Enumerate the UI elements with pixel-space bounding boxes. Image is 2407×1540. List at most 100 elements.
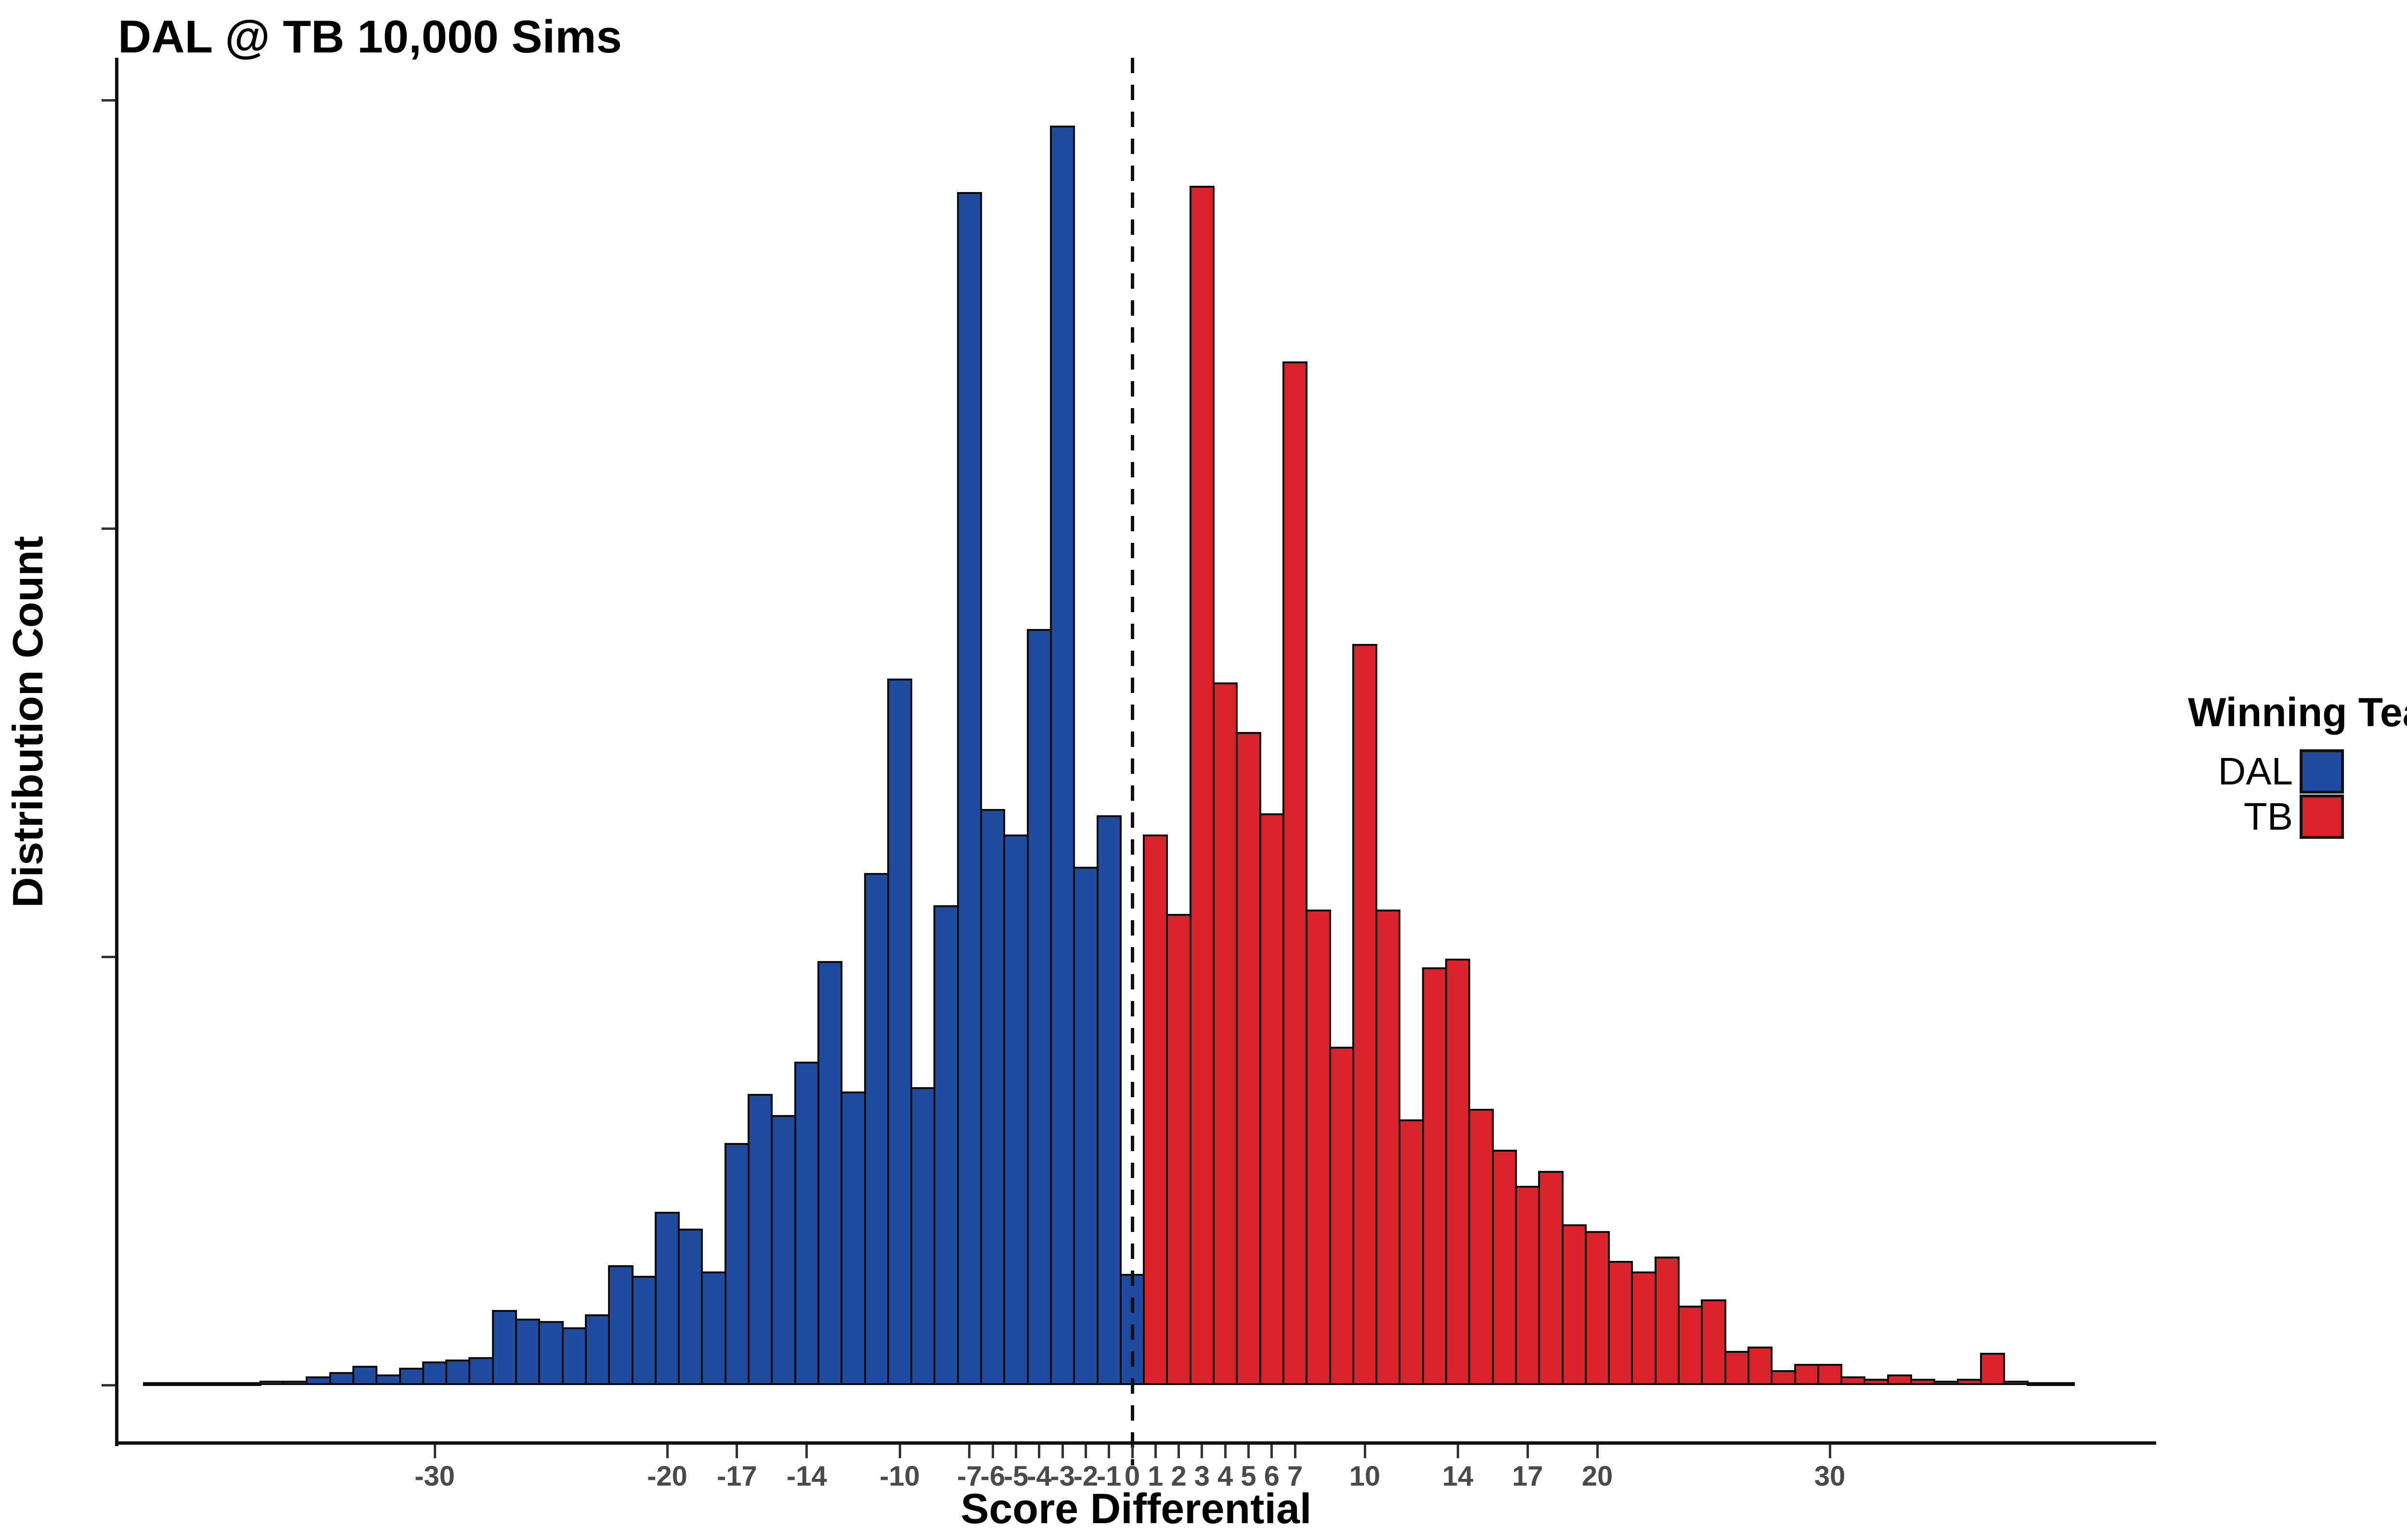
x-tick <box>991 1445 994 1458</box>
bar <box>143 1382 168 1386</box>
bar <box>538 1321 564 1385</box>
bar <box>1049 126 1075 1385</box>
bar <box>1143 834 1168 1385</box>
bar <box>1282 361 1308 1385</box>
legend-item-tb: TB <box>2188 795 2407 839</box>
bar <box>1794 1363 1819 1385</box>
x-tick <box>433 1445 436 1458</box>
bar <box>1654 1257 1680 1385</box>
x-tick <box>736 1445 738 1458</box>
bar <box>2003 1381 2029 1385</box>
bar <box>1561 1224 1587 1385</box>
x-tick-label: -10 <box>880 1461 920 1492</box>
bar <box>1096 815 1122 1385</box>
x-tick-label: 20 <box>1581 1461 1613 1492</box>
bar <box>1910 1378 1936 1385</box>
bar <box>678 1229 703 1385</box>
bar <box>1236 732 1261 1385</box>
bar <box>492 1310 518 1385</box>
bar <box>2049 1382 2075 1386</box>
bar <box>1259 813 1284 1385</box>
x-tick-label: -6 <box>980 1461 1005 1492</box>
x-tick <box>1294 1445 1296 1458</box>
x-tick-label: -17 <box>716 1461 757 1492</box>
legend-swatch-dal <box>2300 749 2344 794</box>
bar <box>1840 1376 1866 1385</box>
bar <box>1073 867 1099 1385</box>
bar <box>375 1374 401 1385</box>
x-tick <box>1526 1445 1529 1458</box>
x-tick-label: -20 <box>647 1461 687 1492</box>
x-tick-label: -7 <box>957 1461 982 1492</box>
bar <box>445 1359 471 1385</box>
bar <box>631 1276 657 1385</box>
bar <box>1956 1378 1982 1385</box>
x-axis-title: Score Differential <box>960 1485 1312 1532</box>
legend-item-dal: DAL <box>2188 749 2407 794</box>
bar <box>189 1382 215 1386</box>
bar <box>1724 1350 1749 1385</box>
bar <box>1608 1260 1633 1385</box>
bar <box>654 1211 680 1385</box>
x-tick <box>1131 1445 1134 1458</box>
x-tick-label: -2 <box>1073 1461 1099 1492</box>
bar <box>1468 1108 1494 1385</box>
x-tick <box>1270 1445 1273 1458</box>
bar <box>236 1382 261 1386</box>
bar <box>422 1361 448 1385</box>
bar <box>1678 1306 1703 1385</box>
legend-title: Winning Team <box>2188 690 2407 735</box>
x-tick-label: -30 <box>414 1461 455 1492</box>
bar <box>864 873 889 1385</box>
chart-title: DAL @ TB 10,000 Sims <box>118 11 622 63</box>
x-tick-label: 3 <box>1194 1461 1210 1492</box>
bar <box>213 1382 238 1386</box>
x-tick <box>898 1445 901 1458</box>
bar <box>608 1265 634 1385</box>
bar <box>1701 1299 1726 1385</box>
x-tick <box>805 1445 808 1458</box>
bar <box>1003 834 1029 1385</box>
bar <box>910 1087 936 1385</box>
x-tick <box>1363 1445 1366 1458</box>
legend-label-dal: DAL <box>2218 750 2293 793</box>
x-tick <box>1061 1445 1064 1458</box>
x-tick <box>1828 1445 1831 1458</box>
bar <box>399 1368 424 1385</box>
bar <box>1817 1363 1843 1385</box>
bar <box>1771 1370 1796 1385</box>
bar <box>515 1319 541 1385</box>
bar <box>980 808 1006 1385</box>
bar <box>1189 186 1215 1385</box>
x-tick <box>1154 1445 1157 1458</box>
x-tick-label: 1 <box>1148 1461 1164 1492</box>
bar <box>933 905 959 1385</box>
x-tick <box>1247 1445 1250 1458</box>
x-tick-label: 6 <box>1264 1461 1280 1492</box>
bar <box>887 678 913 1385</box>
x-tick <box>1201 1445 1204 1458</box>
x-tick <box>1038 1445 1041 1458</box>
bar <box>1213 682 1238 1385</box>
bar <box>1329 1046 1354 1385</box>
bar <box>1306 910 1331 1385</box>
bar <box>1422 967 1448 1385</box>
bar <box>352 1365 378 1385</box>
bar <box>1863 1378 1889 1385</box>
bar <box>584 1314 610 1385</box>
x-tick-label: 10 <box>1349 1461 1381 1492</box>
x-tick-label: 17 <box>1512 1461 1543 1492</box>
x-tick <box>666 1445 669 1458</box>
bar <box>1887 1374 1913 1385</box>
zero-reference-line <box>1131 58 1134 1465</box>
bar <box>259 1381 285 1385</box>
bar <box>1747 1346 1773 1385</box>
x-tick-label: -5 <box>1003 1461 1029 1492</box>
bar <box>283 1381 308 1385</box>
y-tick <box>102 955 115 958</box>
bar <box>1166 914 1191 1385</box>
y-tick <box>102 1384 115 1386</box>
x-tick <box>1084 1445 1087 1458</box>
x-tick <box>1178 1445 1180 1458</box>
x-tick <box>1108 1445 1111 1458</box>
